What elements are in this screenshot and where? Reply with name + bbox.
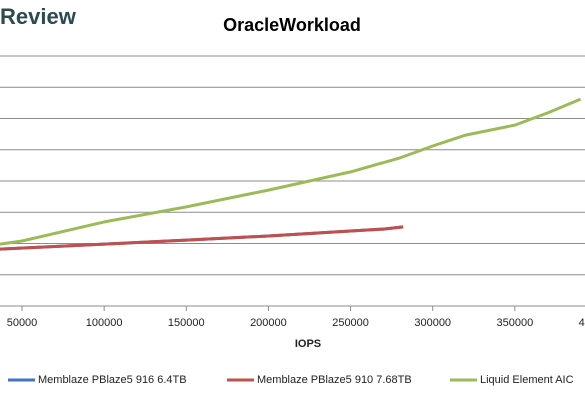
series-line (0, 97, 582, 246)
x-tick-label: 300000 (414, 317, 451, 329)
x-tick-label: 150000 (168, 317, 205, 329)
x-tick-label: 200000 (250, 317, 287, 329)
x-tick-label: 250000 (332, 317, 369, 329)
legend-label: Memblaze PBlaze5 916 6.4TB (38, 374, 187, 386)
x-axis-label: IOPS (295, 338, 321, 350)
legend-label: Memblaze PBlaze5 910 7.68TB (257, 374, 412, 386)
chart-title: OracleWorkload (223, 15, 361, 35)
legend-label: Liquid Element AIC (480, 374, 574, 386)
x-tick-label: 350000 (496, 317, 533, 329)
x-tick-label: 400000 (579, 317, 585, 329)
series-line (0, 225, 404, 251)
x-tick-label: 50000 (7, 317, 38, 329)
brand: Review (0, 4, 77, 29)
x-tick-label: 100000 (86, 317, 123, 329)
